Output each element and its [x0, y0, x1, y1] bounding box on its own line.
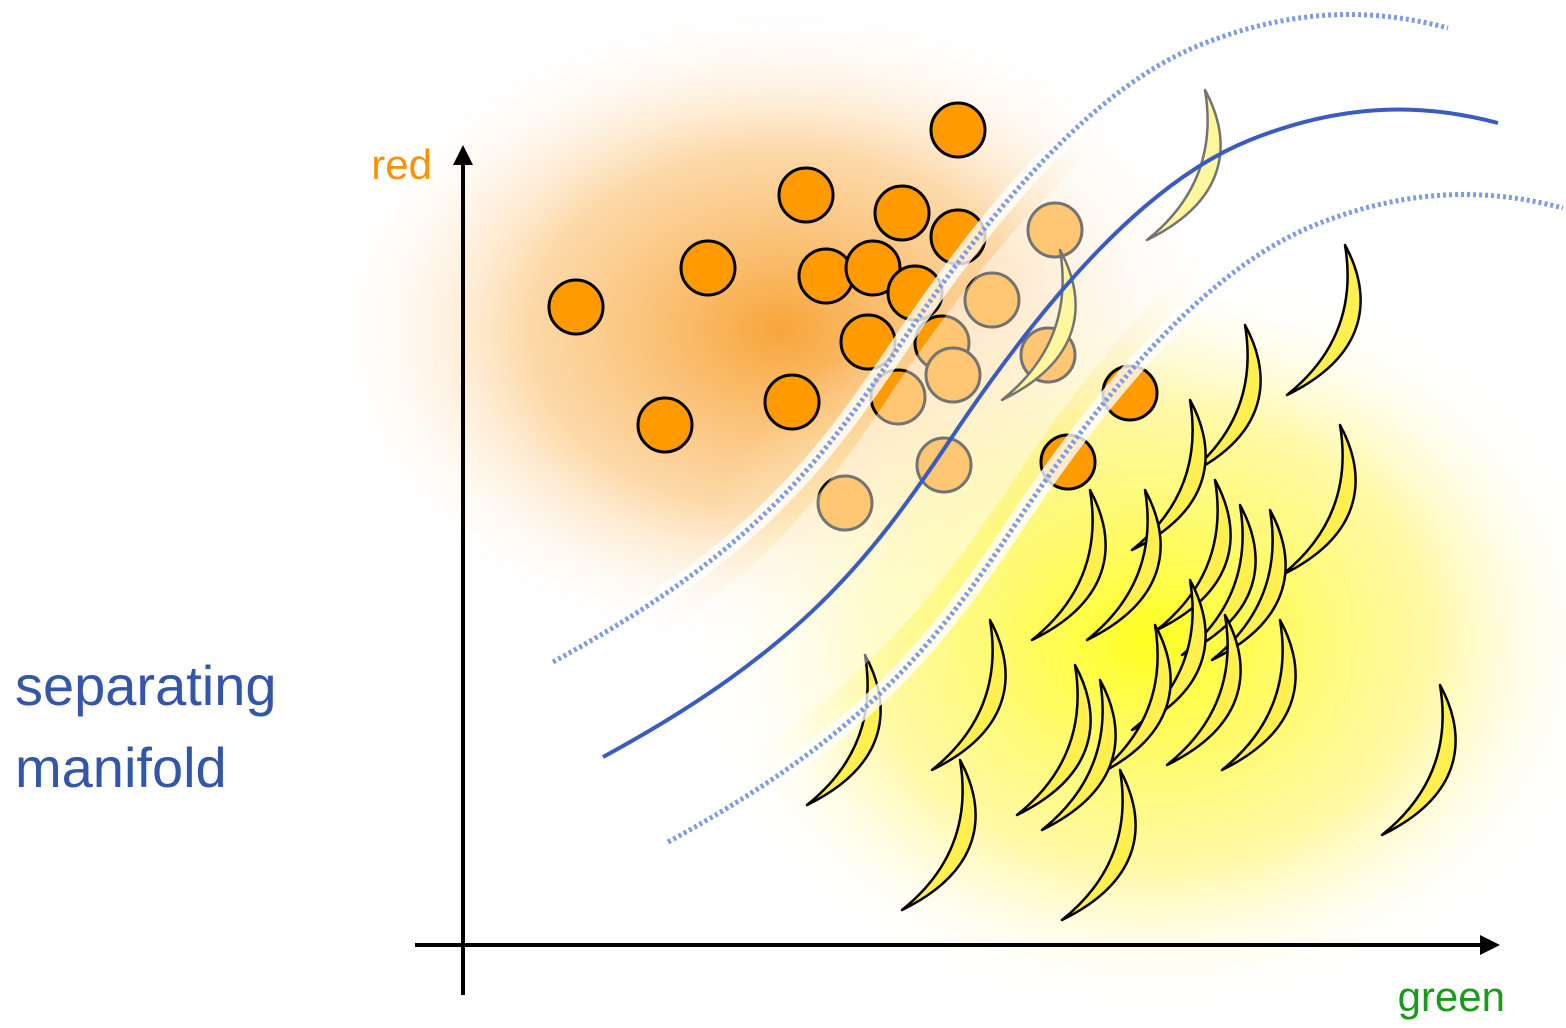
banana	[1145, 88, 1222, 242]
banana	[930, 618, 1007, 772]
banana	[1165, 613, 1242, 767]
banana	[900, 758, 977, 912]
margin-line	[666, 192, 1564, 845]
banana	[1220, 618, 1297, 772]
y-axis-label: red	[371, 141, 432, 188]
manifold	[548, 5, 1566, 850]
orange	[924, 346, 982, 404]
annotation-line: separating	[15, 654, 277, 717]
orange	[636, 396, 694, 454]
orange	[679, 239, 737, 297]
orange	[929, 101, 987, 159]
banana	[1210, 508, 1287, 662]
banana	[1180, 503, 1257, 657]
orange	[873, 184, 931, 242]
banana	[1285, 243, 1362, 397]
orange	[777, 166, 835, 224]
annotation-line: manifold	[15, 736, 227, 799]
orange	[797, 247, 855, 305]
banana	[1040, 678, 1117, 832]
orange	[1026, 201, 1084, 259]
orange	[963, 271, 1021, 329]
x-axis-label: green	[1398, 973, 1505, 1020]
orange	[816, 474, 874, 532]
banana	[1015, 663, 1092, 817]
orange	[844, 239, 902, 297]
orange	[763, 373, 821, 431]
banana	[1130, 398, 1207, 552]
margin-line	[551, 12, 1449, 665]
banana	[1000, 248, 1077, 402]
banana	[1085, 488, 1162, 642]
separating-curve	[602, 107, 1499, 759]
banana	[1060, 768, 1137, 922]
banana	[1380, 683, 1457, 837]
banana	[1030, 488, 1107, 642]
orange	[547, 278, 605, 336]
orange	[915, 436, 973, 494]
